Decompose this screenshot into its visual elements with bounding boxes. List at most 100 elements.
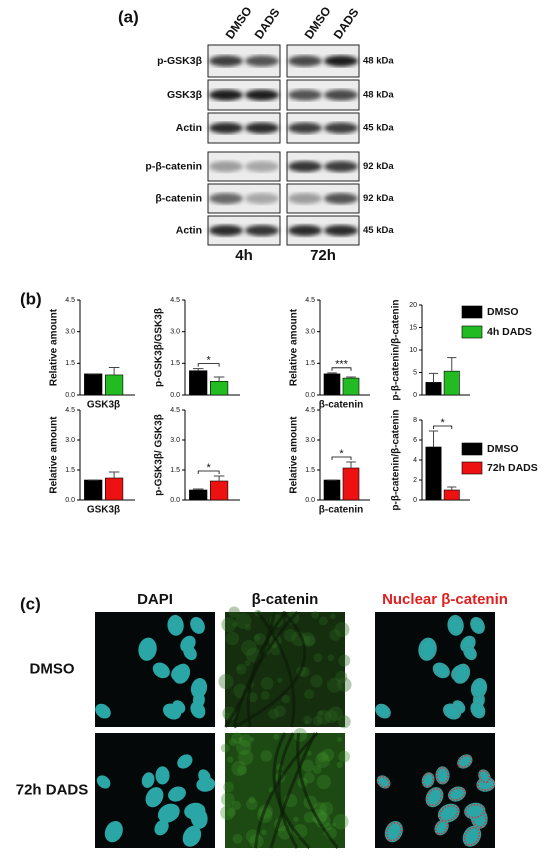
nucleus bbox=[183, 645, 197, 661]
nucleus bbox=[141, 772, 155, 788]
y-tick-label: 4.5 bbox=[170, 297, 180, 304]
error-bar bbox=[213, 475, 225, 481]
stain-speckle bbox=[237, 666, 242, 671]
stain-speckle bbox=[248, 796, 256, 804]
nucleus bbox=[190, 616, 205, 634]
nucleus bbox=[190, 701, 206, 719]
panel-label: (c) bbox=[20, 594, 41, 613]
row-label: p-GSK3β bbox=[157, 55, 203, 67]
y-tick-label: 6 bbox=[413, 437, 417, 444]
stain-speckle bbox=[337, 737, 343, 742]
stain-speckle bbox=[231, 760, 247, 776]
y-tick-label: 3.0 bbox=[305, 329, 315, 336]
y-tick-label: 0 bbox=[413, 497, 417, 504]
nucleus bbox=[375, 703, 391, 719]
y-tick-label: 10 bbox=[409, 347, 417, 354]
bar bbox=[189, 489, 208, 501]
blot-band bbox=[245, 55, 279, 67]
legend-swatch bbox=[461, 305, 483, 319]
y-axis-label: Relative amount bbox=[49, 308, 60, 386]
stain-speckle bbox=[312, 765, 322, 775]
nuclear-stain bbox=[376, 704, 390, 718]
cell-border bbox=[269, 732, 317, 849]
stain-speckle bbox=[245, 798, 258, 811]
error-bar bbox=[447, 357, 457, 372]
significance-label: * bbox=[440, 417, 445, 429]
size-label: 45 kDa bbox=[363, 123, 394, 134]
blot-band bbox=[288, 161, 322, 172]
row-label: GSK3β bbox=[167, 89, 203, 101]
significance-label: * bbox=[339, 448, 344, 460]
bar bbox=[342, 377, 360, 396]
nuclear-stain bbox=[471, 618, 484, 633]
y-axis-label: Relative amount bbox=[289, 416, 300, 494]
blot-band bbox=[209, 225, 243, 236]
nucleus bbox=[447, 614, 464, 636]
significance-label: * bbox=[207, 355, 212, 367]
y-tick-label: 2 bbox=[413, 477, 417, 484]
stain-speckle bbox=[249, 737, 255, 742]
nucleus bbox=[434, 819, 449, 836]
stain-speckle bbox=[226, 756, 234, 763]
nucleus bbox=[190, 678, 208, 699]
stain-speckle bbox=[315, 753, 330, 768]
bar bbox=[210, 380, 229, 396]
column-label: DMSO bbox=[223, 4, 255, 42]
stain-speckle bbox=[310, 674, 323, 688]
stain-speckle bbox=[303, 715, 313, 725]
nuclear-stain bbox=[448, 787, 466, 801]
size-label: 92 kDa bbox=[363, 161, 394, 172]
y-tick-label: 0.0 bbox=[170, 497, 180, 504]
y-tick-label: 3.0 bbox=[170, 329, 180, 336]
y-axis-label: p-β-catenin/β-catenin bbox=[391, 299, 402, 400]
nuclear-stain bbox=[438, 804, 459, 822]
stain-speckle bbox=[327, 654, 335, 662]
nucleus bbox=[157, 803, 180, 823]
nuclear-stain bbox=[464, 646, 476, 660]
blot-band bbox=[324, 122, 358, 134]
stain-speckle bbox=[314, 812, 331, 829]
size-label: 92 kDa bbox=[363, 193, 394, 204]
row-label: 72h DADS bbox=[16, 781, 89, 798]
x-axis-label: β-catenin bbox=[319, 505, 363, 516]
blot-band bbox=[324, 161, 358, 172]
blot-band bbox=[245, 89, 279, 101]
stain-speckle bbox=[316, 709, 332, 725]
stain-speckle bbox=[327, 677, 343, 693]
micrograph bbox=[225, 612, 345, 727]
stain-speckle bbox=[240, 639, 257, 656]
stain-speckle bbox=[218, 673, 234, 690]
y-tick-label: 0.0 bbox=[170, 392, 180, 399]
blot-band bbox=[245, 161, 279, 172]
bar bbox=[84, 373, 103, 396]
y-tick-label: 4.5 bbox=[305, 407, 315, 414]
y-tick-label: 3.0 bbox=[170, 437, 180, 444]
stain-speckle bbox=[274, 705, 286, 718]
blot-band bbox=[209, 55, 243, 67]
y-tick-label: 20 bbox=[409, 302, 417, 309]
cell-border bbox=[246, 611, 288, 728]
stain-speckle bbox=[235, 739, 252, 756]
column-label: DADS bbox=[331, 6, 362, 42]
blot-band bbox=[288, 89, 322, 101]
nucleus bbox=[418, 637, 437, 661]
bar bbox=[323, 479, 341, 501]
stain-speckle bbox=[338, 750, 351, 763]
blot-band bbox=[288, 122, 322, 134]
stain-speckle bbox=[313, 653, 323, 663]
nuclear-stain bbox=[377, 775, 391, 789]
y-tick-label: 4.5 bbox=[65, 297, 75, 304]
nuclear-stain bbox=[453, 701, 465, 713]
error-bar bbox=[327, 372, 337, 374]
cell-border bbox=[296, 732, 339, 849]
stain-speckle bbox=[283, 628, 297, 642]
stain-speckle bbox=[293, 727, 308, 742]
stain-speckle bbox=[239, 734, 252, 747]
y-tick-label: 1.5 bbox=[170, 467, 180, 474]
nucleus bbox=[104, 821, 123, 843]
significance-bracket bbox=[331, 456, 352, 460]
nucleus bbox=[470, 678, 488, 699]
stain-speckle bbox=[335, 670, 348, 684]
nucleus bbox=[138, 637, 157, 661]
error-bar bbox=[108, 367, 120, 375]
